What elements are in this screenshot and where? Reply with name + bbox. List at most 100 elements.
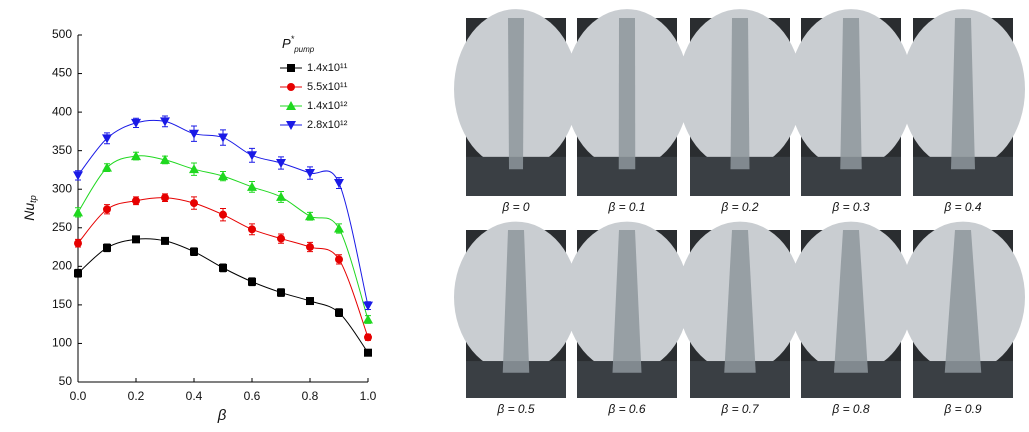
marker [74,239,82,248]
marker [276,191,286,201]
marker [364,333,372,342]
marker [132,196,140,205]
marker [218,133,228,143]
series: 1.4x10¹¹ [74,62,372,357]
marker [190,199,198,208]
y-axis-title: Nutp [21,195,39,220]
legend-title-base: P [282,36,291,51]
x-tick-label: 0.6 [244,389,261,403]
series: 1.4x10¹² [73,100,373,324]
marker [132,235,140,244]
marker [363,314,373,324]
legend-label: 1.4x10¹¹ [307,62,348,74]
y-tick-label: 150 [52,297,72,311]
series: 2.8x10¹² [73,115,373,311]
photo-caption: β = 0.4 [943,200,982,214]
marker [276,159,286,169]
marker [73,207,83,217]
legend-title: P*pump [282,34,315,54]
marker [74,269,82,278]
y-tick-label: 250 [52,220,72,234]
photo: β = 0.5 [454,221,578,416]
fit-curve [77,119,369,306]
marker [305,211,315,221]
marker [161,236,169,245]
marker [334,179,344,189]
photo: β = 0.6 [565,221,689,416]
marker [103,205,111,214]
photo: β = 0 [454,9,578,214]
marker [103,243,111,252]
photo: β = 0.3 [789,9,913,214]
y-tick-label: 500 [52,27,72,41]
photo: β = 0.8 [789,221,913,416]
photo: β = 0.2 [678,9,802,214]
y-title-base: Nu [21,203,37,221]
marker [190,247,198,256]
photo-jet [840,18,862,170]
photo-jet [951,18,975,170]
legend-marker [286,101,296,110]
photo-jet [612,230,642,373]
marker [248,277,256,286]
marker [306,297,314,306]
marker [219,210,227,219]
marker [160,117,170,127]
marker [219,263,227,272]
marker [247,151,257,161]
x-tick-label: 0.0 [70,389,87,403]
legend-marker [287,64,295,72]
photo-caption: β = 0.9 [943,402,982,416]
marker [161,193,169,202]
marker [364,348,372,357]
marker [335,308,343,317]
marker [131,151,141,161]
marker [277,288,285,297]
marker [335,255,343,264]
legend-label: 1.4x10¹² [307,100,348,112]
x-tick-label: 0.2 [128,389,145,403]
series: 5.5x10¹¹ [74,81,372,342]
legend-label: 2.8x10¹² [307,119,348,131]
marker [189,129,199,139]
marker [218,171,228,181]
marker [102,162,112,172]
x-tick-label: 0.8 [302,389,319,403]
legend-marker [286,121,296,130]
marker [334,223,344,233]
photo-caption: β = 0.5 [496,402,535,416]
y-tick-label: 400 [52,104,72,118]
y-tick-label: 350 [52,143,72,157]
photo-jet [618,18,636,170]
legend-label: 5.5x10¹¹ [307,81,348,93]
marker [247,181,257,191]
photo-caption: β = 0 [501,200,530,214]
marker [277,234,285,243]
marker [160,154,170,164]
legend-title-sub: pump [293,45,315,54]
y-tick-label: 300 [52,181,72,195]
fit-curve [77,238,369,353]
photo: β = 0.1 [565,9,689,214]
marker [189,164,199,174]
y-tick-label: 50 [59,374,73,388]
photo: β = 0.9 [901,221,1025,416]
marker [102,134,112,144]
marker [306,243,314,252]
x-tick-label: 0.4 [186,389,203,403]
photo: β = 0.4 [901,9,1025,214]
photo-caption: β = 0.3 [831,200,870,214]
photo-caption: β = 0.2 [720,200,759,214]
x-axis-title: β [217,407,227,424]
photo-jet [508,18,524,170]
photo-jet [724,230,756,373]
marker [73,171,83,181]
marker [363,301,373,311]
photo-caption: β = 0.7 [720,402,760,416]
y-title-sub: tp [28,195,38,203]
photo-caption: β = 0.8 [831,402,870,416]
photo-caption: β = 0.1 [607,200,645,214]
marker [131,118,141,128]
y-tick-label: 100 [52,336,72,350]
y-tick-label: 200 [52,259,72,273]
